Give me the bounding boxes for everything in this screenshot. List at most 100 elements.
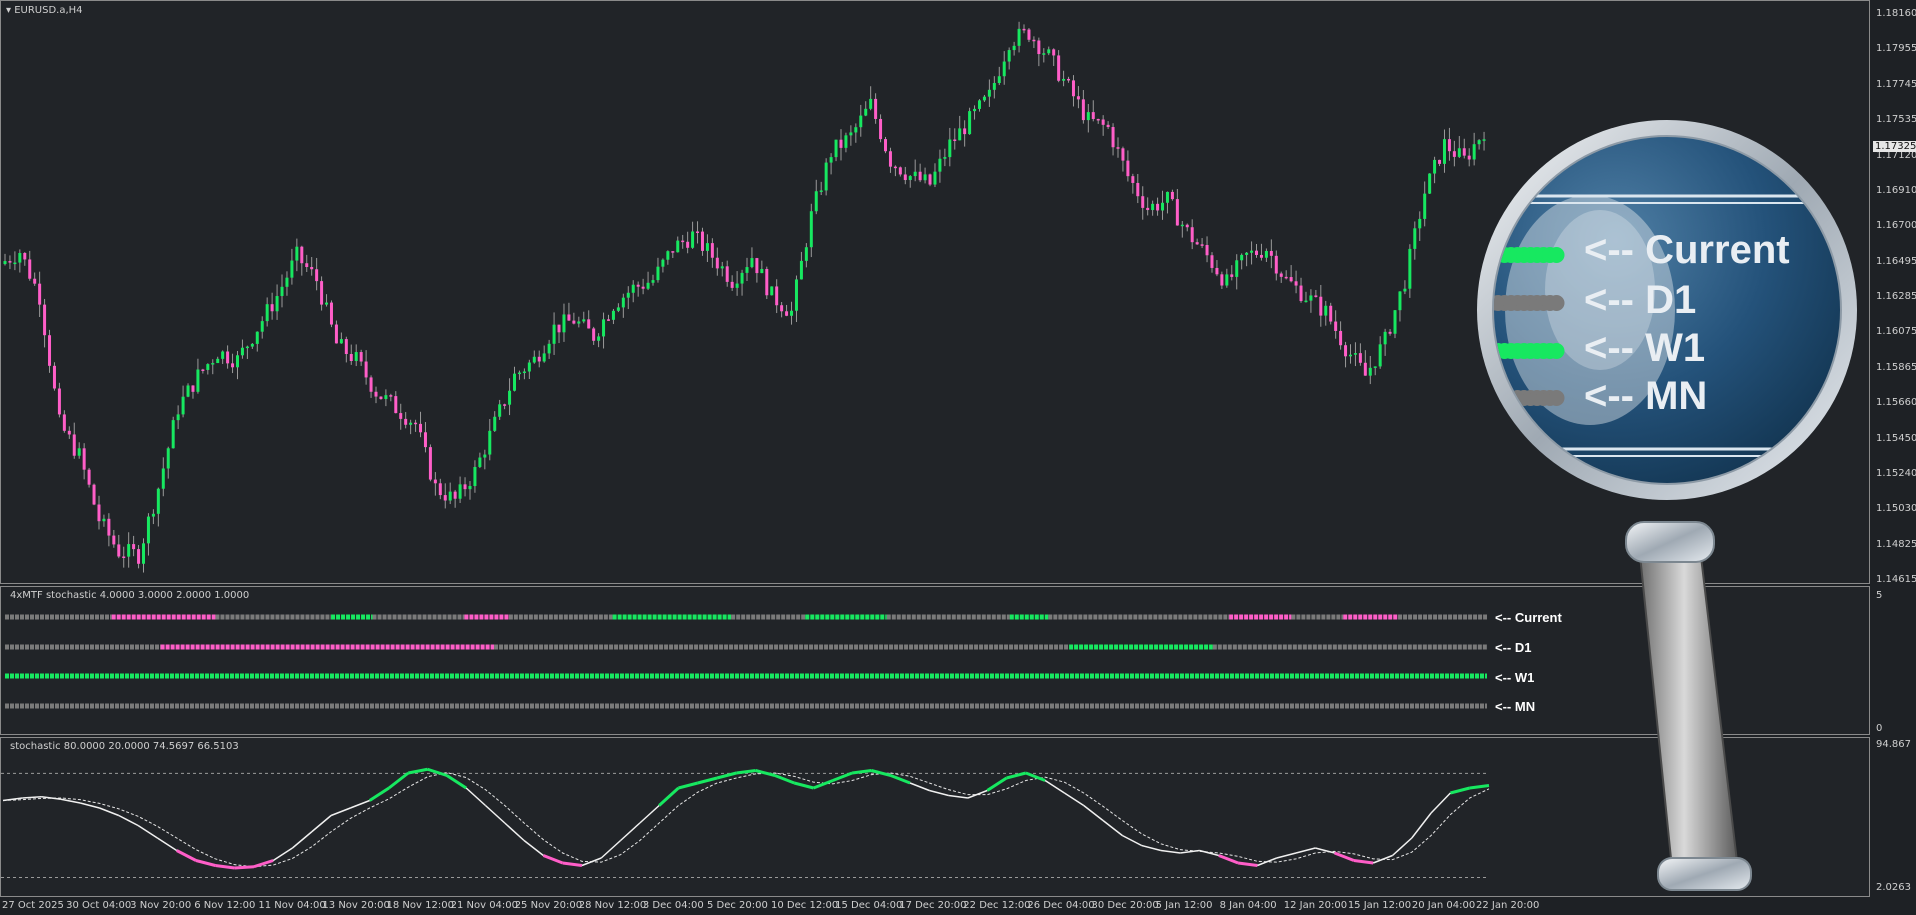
main-line-segment	[986, 776, 1008, 792]
chart-symbol-label[interactable]: ▾ EURUSD.a,H4	[6, 5, 83, 16]
candle-body	[275, 296, 279, 312]
mtf-tag-current: <-- Current	[1495, 610, 1562, 625]
candle-body	[23, 253, 27, 260]
stochastic-pane[interactable]: stochastic 80.0000 20.0000 74.5697 66.51…	[0, 737, 1870, 897]
candle-body	[1334, 321, 1338, 331]
candle-body	[928, 174, 932, 185]
main-line-segment	[929, 789, 949, 797]
main-line-segment	[291, 831, 313, 849]
candle-body	[844, 135, 848, 148]
candle-body	[38, 283, 42, 305]
main-line-segment	[388, 771, 410, 790]
time-tick-label: 17 Dec 20:00	[899, 900, 967, 911]
main-line-segment	[1295, 847, 1316, 854]
candle-body	[1398, 291, 1402, 311]
main-line-segment	[736, 769, 756, 775]
candle-body	[33, 278, 37, 284]
main-line-segment	[195, 859, 216, 867]
main-line-segment	[368, 786, 390, 802]
candle-body	[1358, 353, 1362, 363]
candle-body	[1017, 28, 1021, 46]
candle-body	[52, 365, 56, 389]
candle-body	[522, 371, 526, 374]
candle-body	[582, 319, 586, 322]
candle-body	[1408, 248, 1412, 289]
triangle-down-icon[interactable]: ▾	[6, 5, 12, 16]
candle-body	[1477, 140, 1481, 145]
candle-body	[1022, 28, 1026, 31]
main-line-segment	[118, 814, 139, 827]
candle-body	[1091, 112, 1095, 119]
candle-body	[958, 128, 962, 141]
candle-body	[1235, 260, 1239, 277]
candle-body	[349, 354, 353, 361]
candle-body	[8, 261, 12, 263]
main-line-segment	[871, 769, 892, 777]
candle-body	[201, 369, 205, 371]
main-line-segment	[407, 767, 428, 775]
main-line-segment	[1469, 784, 1490, 790]
candle-body	[824, 162, 828, 191]
candle-body	[1230, 274, 1234, 277]
candle-body	[884, 139, 888, 152]
candle-body	[1081, 99, 1085, 121]
candlestick-chart[interactable]	[1, 1, 1870, 584]
price-tick-label: 1.15240	[1876, 467, 1916, 479]
candle-body	[399, 413, 403, 419]
main-line-segment	[793, 781, 814, 790]
candle-body	[503, 404, 507, 406]
candle-body	[1076, 96, 1080, 100]
candle-body	[1071, 80, 1075, 97]
candle-body	[419, 423, 423, 433]
price-axis[interactable]	[1871, 0, 1916, 897]
candle-body	[369, 377, 373, 392]
candle-body	[1447, 139, 1451, 152]
candle-body	[176, 414, 180, 421]
candle-body	[1250, 250, 1254, 253]
candle-body	[186, 385, 190, 397]
main-line-segment	[215, 864, 235, 870]
candle-body	[1433, 159, 1437, 174]
candle-body	[1062, 78, 1066, 81]
main-line-segment	[697, 776, 718, 785]
main-line-segment	[658, 786, 680, 807]
candle-body	[260, 321, 264, 332]
candle-body	[117, 544, 121, 557]
candle-body	[43, 304, 47, 336]
main-line-segment	[350, 799, 370, 809]
candle-body	[547, 343, 551, 354]
candle-body	[384, 395, 388, 400]
candle-body	[1344, 345, 1348, 357]
main-line-segment	[716, 771, 737, 780]
main-line-segment	[1392, 837, 1413, 857]
candle-body	[1002, 61, 1006, 77]
main-line-segment	[678, 781, 699, 790]
candle-body	[804, 247, 808, 261]
price-tick-label: 1.16495	[1876, 255, 1916, 267]
mtf-dot-rows	[5, 614, 1487, 709]
candle-body	[92, 484, 96, 505]
main-line-segment	[1353, 859, 1374, 865]
candle-body	[755, 258, 759, 274]
candle-body	[1175, 199, 1179, 226]
candle-body	[438, 483, 442, 496]
mtf-stochastic-pane[interactable]: 4xMTF stochastic 4.0000 3.0000 2.0000 1.…	[0, 586, 1870, 735]
candle-body	[1052, 49, 1056, 56]
main-line-segment	[1121, 834, 1142, 847]
candle-body	[750, 258, 754, 268]
candle-body	[280, 286, 284, 297]
candle-body	[62, 414, 66, 431]
candle-body	[285, 277, 289, 287]
candle-body	[1388, 331, 1392, 334]
candle-body	[913, 171, 917, 177]
candle-body	[1190, 227, 1194, 243]
candle-body	[587, 319, 591, 329]
candle-body	[339, 339, 343, 344]
candle-body	[191, 385, 195, 392]
candle-body	[146, 516, 150, 544]
candle-body	[235, 355, 239, 368]
candle-body	[631, 284, 635, 293]
main-line-segment	[1006, 771, 1027, 780]
candle-body	[790, 310, 794, 316]
candle-body	[992, 83, 996, 90]
